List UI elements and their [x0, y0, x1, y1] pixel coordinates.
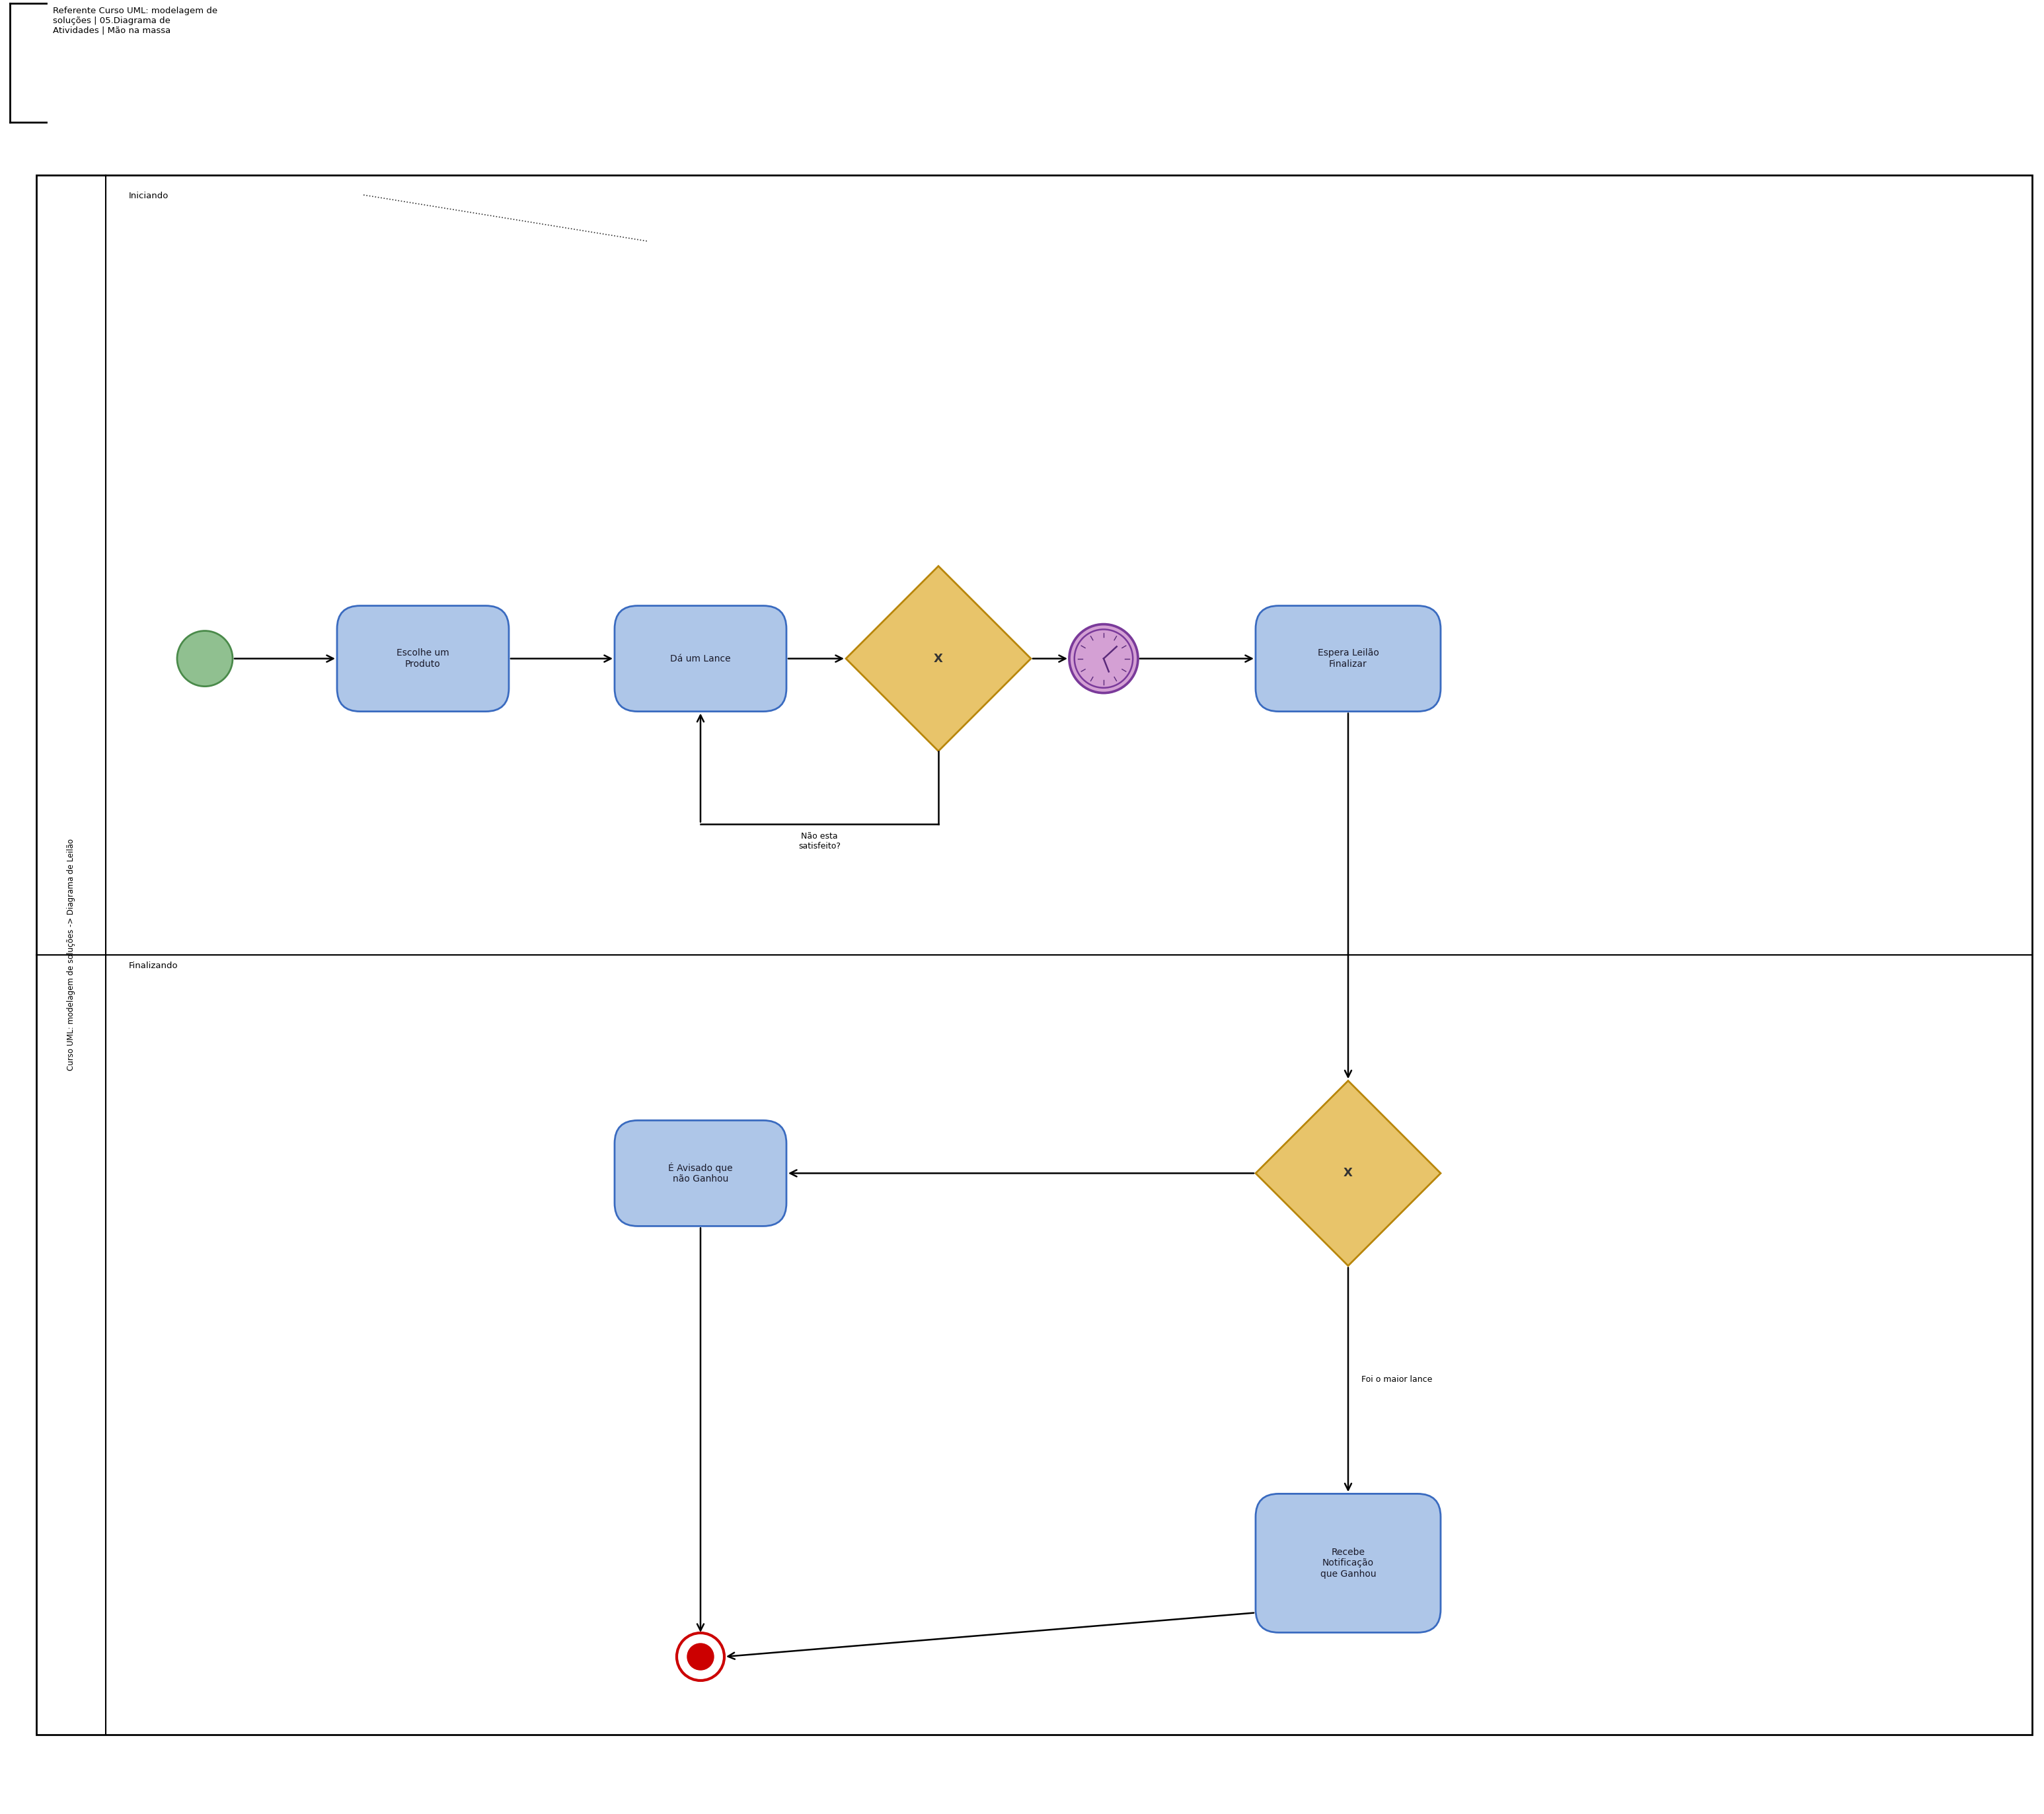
Circle shape — [687, 1643, 713, 1671]
Text: X: X — [1343, 1166, 1353, 1179]
Text: Dá um Lance: Dá um Lance — [670, 655, 732, 664]
Text: Iniciando: Iniciando — [129, 192, 170, 200]
FancyBboxPatch shape — [1255, 1493, 1441, 1633]
Text: Finalizando: Finalizando — [129, 961, 178, 970]
FancyBboxPatch shape — [337, 606, 509, 711]
Text: Recebe
Notificação
que Ganhou: Recebe Notificação que Ganhou — [1320, 1547, 1376, 1578]
Text: Não esta
satisfeito?: Não esta satisfeito? — [799, 833, 840, 851]
Text: Curso UML: modelagem de soluções -> Diagrama de Leilão: Curso UML: modelagem de soluções -> Diag… — [67, 838, 76, 1070]
Text: Escolhe um
Produto: Escolhe um Produto — [397, 649, 450, 669]
Circle shape — [1075, 631, 1130, 686]
FancyBboxPatch shape — [615, 1121, 787, 1226]
Circle shape — [178, 631, 233, 686]
Text: É Avisado que
não Ganhou: É Avisado que não Ganhou — [668, 1163, 732, 1185]
Polygon shape — [1255, 1081, 1441, 1266]
Text: Foi o maior lance: Foi o maior lance — [1361, 1375, 1433, 1384]
FancyBboxPatch shape — [615, 606, 787, 711]
Circle shape — [677, 1633, 724, 1680]
Polygon shape — [846, 566, 1030, 751]
Text: Referente Curso UML: modelagem de
soluções | 05.Diagrama de
Atividades | Mão na : Referente Curso UML: modelagem de soluçõ… — [53, 7, 217, 34]
Circle shape — [1069, 624, 1139, 693]
FancyBboxPatch shape — [1255, 606, 1441, 711]
Text: X: X — [934, 653, 942, 664]
Text: Espera Leilão
Finalizar: Espera Leilão Finalizar — [1318, 649, 1380, 669]
